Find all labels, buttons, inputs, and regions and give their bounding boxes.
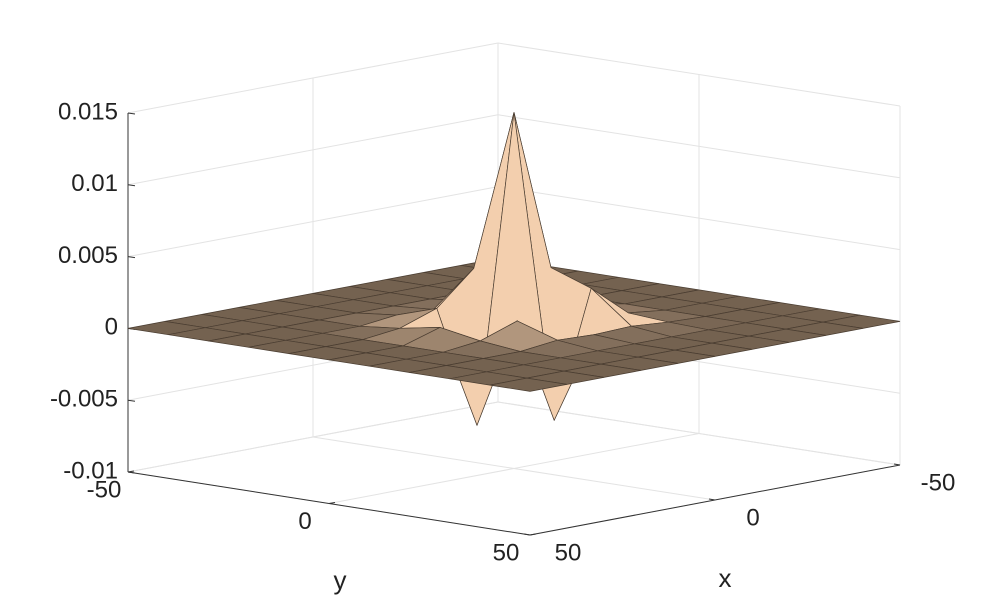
z-tick-label: 0: [105, 314, 118, 341]
x-tick-label: -50: [921, 469, 956, 496]
tick-mark: [529, 533, 537, 536]
tick-mark: [127, 256, 136, 259]
y-axis-label: y: [334, 565, 347, 595]
grid-line: [328, 433, 700, 504]
surface-patch: [489, 377, 568, 392]
tick-mark: [708, 498, 716, 501]
x-axis-label: x: [719, 563, 732, 593]
z-tick-label: 0.005: [58, 242, 118, 269]
y-tick-label: 0: [298, 508, 311, 535]
z-tick-label: 0.015: [58, 98, 118, 125]
tick-mark: [328, 502, 336, 504]
tick-mark: [893, 463, 901, 466]
tick-mark: [127, 184, 136, 187]
tick-mark: [127, 399, 136, 402]
z-tick-label: -0.01: [63, 457, 118, 484]
x-tick-label: 50: [555, 539, 582, 566]
tick-mark: [127, 112, 136, 115]
tick-mark: [127, 470, 135, 473]
tick-mark: [523, 533, 531, 536]
z-tick-label: -0.005: [50, 386, 118, 413]
z-tick-label: 0.01: [71, 170, 118, 197]
y-tick-label: 50: [493, 539, 520, 566]
x-tick-label: 0: [746, 504, 759, 531]
grid-line: [127, 401, 499, 473]
y-tick-label: -50: [87, 476, 122, 503]
